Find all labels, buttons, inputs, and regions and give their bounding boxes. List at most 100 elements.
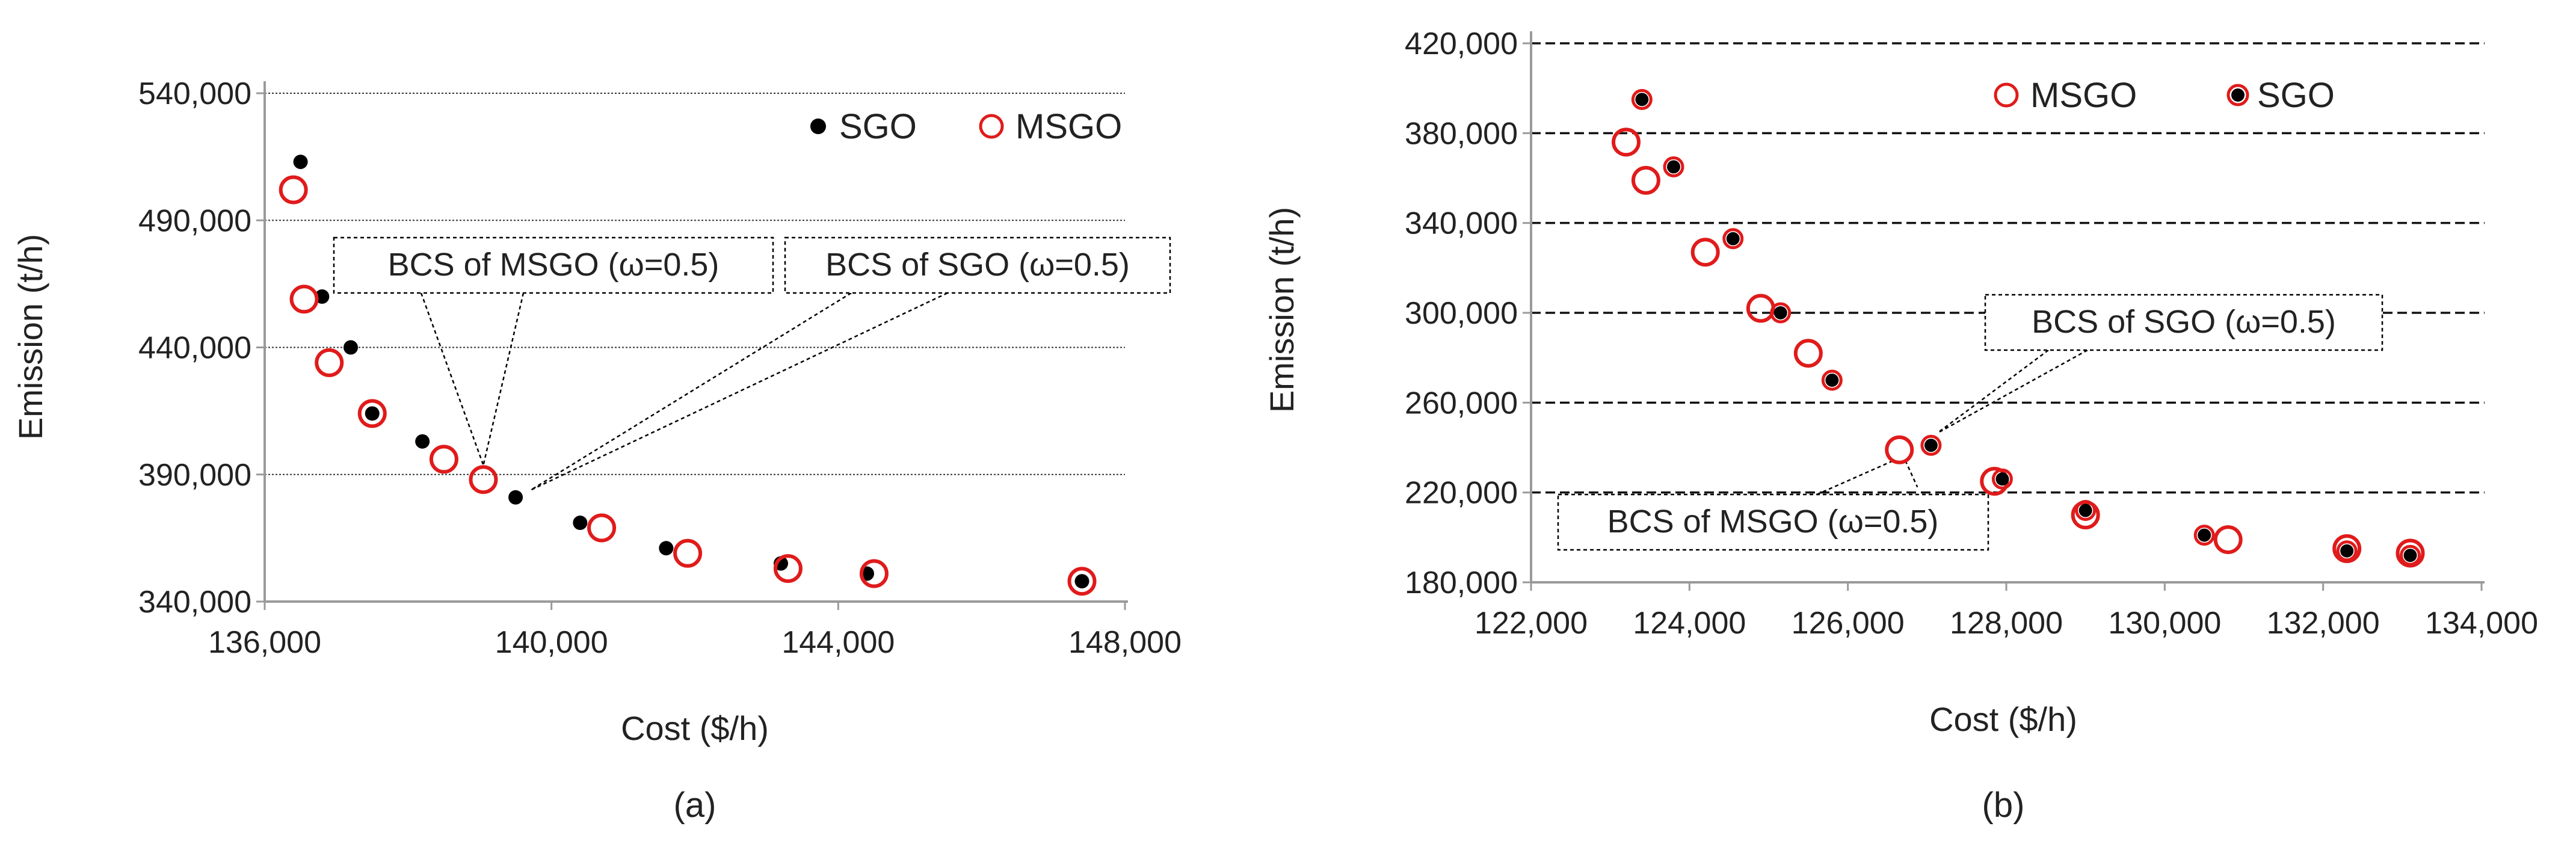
chart-b-leader-msgo [1816, 460, 1894, 496]
chart-b-y-tick-label: 380,000 [1405, 116, 1518, 151]
chart-a-caption: (a) [674, 786, 716, 825]
chart-a-legend-sgo-marker [810, 119, 826, 134]
chart-a-point-msgo [587, 513, 617, 543]
chart-a-point-sgo [508, 490, 523, 505]
chart-b-point-msgo [1885, 435, 1914, 464]
chart-a-point-sgo [293, 155, 308, 170]
chart-b-point-sgo [1991, 468, 2013, 490]
chart-b-y-tick-labels: 180,000 220,000 260,000 300,000 340,000 380,0… [1405, 26, 1518, 600]
chart-a-point-sgo [1074, 574, 1089, 589]
chart-b-point-sgo [1663, 156, 1684, 177]
chart-b-x-tick-labels: 122,000 124,000 126,000 128,000 130,000 132,0… [1474, 606, 2538, 641]
chart-a-axes [256, 81, 1128, 610]
chart-b-point-sgo [1631, 88, 1653, 110]
chart-a-point-sgo [415, 434, 430, 449]
chart-a-y-tick-label: 340,000 [138, 585, 251, 620]
chart-b-legend-sgo: SGO [2257, 76, 2335, 115]
chart-a-point-msgo [673, 538, 703, 568]
chart-b-point-msgo [1612, 128, 1641, 157]
chart-b-point-sgo [1722, 228, 1744, 250]
chart-b: 180,000 220,000 260,000 300,000 340,000 380,0… [1263, 26, 2538, 825]
chart-a-x-tick-label: 136,000 [208, 625, 321, 660]
chart-a-point-msgo [773, 554, 803, 584]
chart-a-annotation-sgo: BCS of SGO (ω=0.5) [825, 247, 1130, 283]
chart-a-x-tick-label: 140,000 [495, 625, 608, 660]
chart-b-point-sgo [2193, 525, 2215, 546]
chart-a-annotation-box-sgo [784, 236, 1171, 294]
chart-b-point-sgo [1770, 302, 1792, 324]
chart-a-y-tick-labels: 340,000 390,000 440,000 490,000 540,000 [138, 76, 251, 620]
chart-b-y-tick-label: 300,000 [1405, 296, 1518, 331]
chart-a-leader-sgo [530, 292, 852, 491]
chart-a-point-sgo [573, 516, 588, 531]
chart-a-point-msgo [429, 445, 458, 474]
chart-a-x-tick-labels: 136,000 140,000 144,000 148,000 [208, 625, 1182, 660]
chart-a-y-tick-label: 540,000 [138, 76, 251, 111]
chart-a-point-msgo [469, 465, 498, 494]
chart-b-point-sgo [2075, 500, 2097, 522]
chart-b-point-sgo [1920, 434, 1942, 456]
chart-b-x-tick-label: 128,000 [1950, 606, 2063, 641]
chart-b-point-sgo [2400, 544, 2421, 566]
chart-b-x-tick-label: 134,000 [2425, 606, 2538, 641]
chart-a-annotation-box-msgo [333, 236, 774, 294]
chart-a-leader-sgo [530, 292, 948, 491]
chart-a-point-msgo [315, 348, 344, 377]
chart-b-y-axis-title: Emission (t/h) [1263, 207, 1301, 413]
chart-a-gridlines [265, 93, 1125, 475]
chart-b-point-msgo [1631, 165, 1660, 195]
chart-a-legend-sgo: SGO [839, 107, 917, 146]
chart-b-x-axis-title: Cost ($/h) [1929, 700, 2077, 738]
chart-b-point-msgo [2213, 525, 2243, 555]
chart-a-point-sgo [344, 340, 358, 355]
chart-b-x-tick-label: 130,000 [2108, 606, 2221, 641]
chart-b-legend-msgo: MSGO [2030, 76, 2137, 115]
chart-b-x-tick-label: 132,000 [2267, 606, 2380, 641]
chart-b-y-tick-label: 180,000 [1405, 565, 1518, 600]
chart-b-annotation-box-msgo [1557, 493, 1989, 551]
chart-a-leader-msgo [482, 292, 525, 466]
chart-a-x-tick-label: 148,000 [1068, 625, 1182, 660]
chart-b-points [1612, 88, 2425, 568]
chart-a-y-tick-label: 440,000 [138, 331, 251, 366]
chart-a-leader-msgo [420, 292, 484, 466]
chart-b-y-tick-label: 260,000 [1405, 386, 1518, 420]
chart-a-legend-msgo: MSGO [1015, 107, 1122, 146]
chart-b-point-sgo [2336, 540, 2358, 562]
chart-a-y-tick-label: 490,000 [138, 203, 251, 238]
chart-b-caption: (b) [1982, 786, 2025, 825]
chart-b-leader-sgo [1937, 349, 2088, 434]
chart-b-legend-sgo-marker [2231, 88, 2245, 102]
chart-b-axes [1523, 31, 2485, 591]
chart-b-annotation-msgo: BCS of MSGO (ω=0.5) [1607, 504, 1939, 540]
chart-a-annotation-msgo: BCS of MSGO (ω=0.5) [388, 247, 719, 283]
chart-b-point-msgo [1690, 238, 1720, 267]
chart-b-annotation-box-sgo [1984, 294, 2383, 351]
chart-b-point-sgo [1821, 369, 1843, 391]
chart-b-y-tick-label: 220,000 [1405, 476, 1518, 511]
chart-a-points [279, 155, 1097, 596]
chart-b-x-tick-label: 122,000 [1474, 606, 1588, 641]
chart-b-x-tick-label: 124,000 [1633, 606, 1746, 641]
chart-a-annotation-leaders [420, 292, 948, 491]
chart-a-point-msgo [289, 285, 319, 314]
chart-a-point-sgo [365, 406, 380, 421]
chart-b-x-tick-label: 126,000 [1792, 606, 1905, 641]
chart-a-point-msgo [279, 175, 308, 205]
chart-b-annotation-leaders [1816, 349, 2088, 496]
chart-b-legend-sgo-marker-ring [2226, 84, 2249, 106]
chart-a-point-sgo [659, 541, 674, 556]
chart-b-leader-sgo [1937, 349, 2049, 434]
chart-a-legend-msgo-marker [979, 114, 1004, 139]
chart-b-point-msgo [1793, 339, 1823, 368]
chart-a-y-axis-title: Emission (t/h) [11, 234, 49, 440]
chart-a-point-msgo [859, 559, 889, 588]
chart-a-point-msgo [1067, 567, 1097, 596]
chart-a-x-axis-title: Cost ($/h) [621, 709, 769, 747]
chart-b-leader-msgo [1905, 460, 1918, 488]
chart-b-annotation-sgo: BCS of SGO (ω=0.5) [2032, 304, 2336, 340]
chart-b-y-tick-label: 340,000 [1405, 206, 1518, 241]
chart-a-y-tick-label: 390,000 [138, 458, 251, 493]
